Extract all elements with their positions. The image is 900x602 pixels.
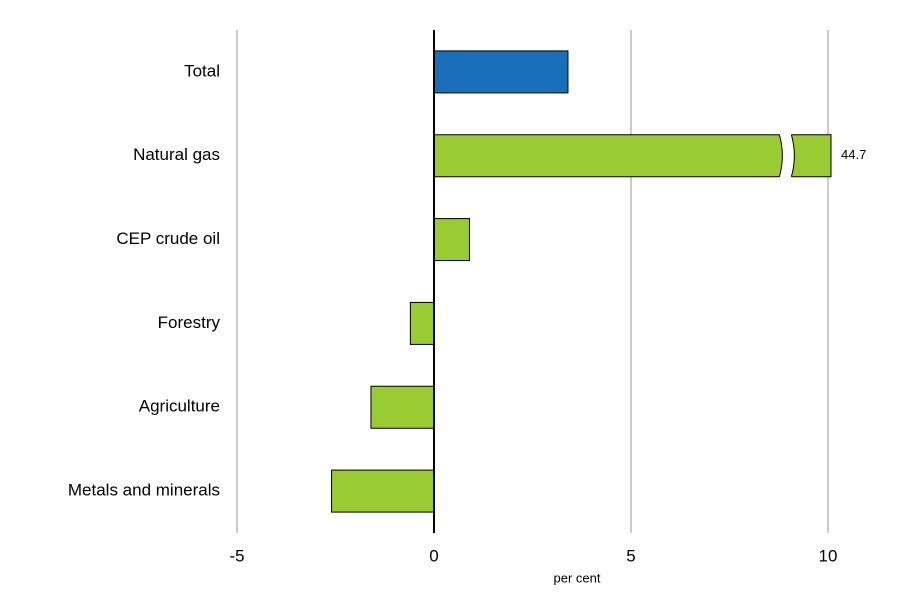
bar	[433, 50, 569, 94]
y-tick-label: CEP crude oil	[116, 229, 220, 248]
y-tick-label: Forestry	[158, 313, 221, 332]
y-tick-label: Total	[184, 61, 220, 80]
axis-break-edge	[778, 134, 795, 177]
y-tick-label: Agriculture	[139, 397, 220, 416]
bar	[331, 469, 435, 513]
x-tick-label: 10	[819, 546, 838, 565]
x-tick-label: 0	[429, 546, 438, 565]
x-axis-label: per cent	[554, 570, 601, 585]
bar	[433, 218, 470, 262]
bar	[409, 301, 435, 345]
bar	[433, 134, 832, 178]
data-label: 44.7	[841, 147, 866, 162]
bar	[370, 385, 435, 429]
x-tick-label: -5	[229, 546, 244, 565]
y-tick-label: Natural gas	[133, 145, 220, 164]
axis-break	[779, 133, 795, 178]
x-tick-label: 5	[626, 546, 635, 565]
y-tick-label: Metals and minerals	[68, 481, 220, 500]
